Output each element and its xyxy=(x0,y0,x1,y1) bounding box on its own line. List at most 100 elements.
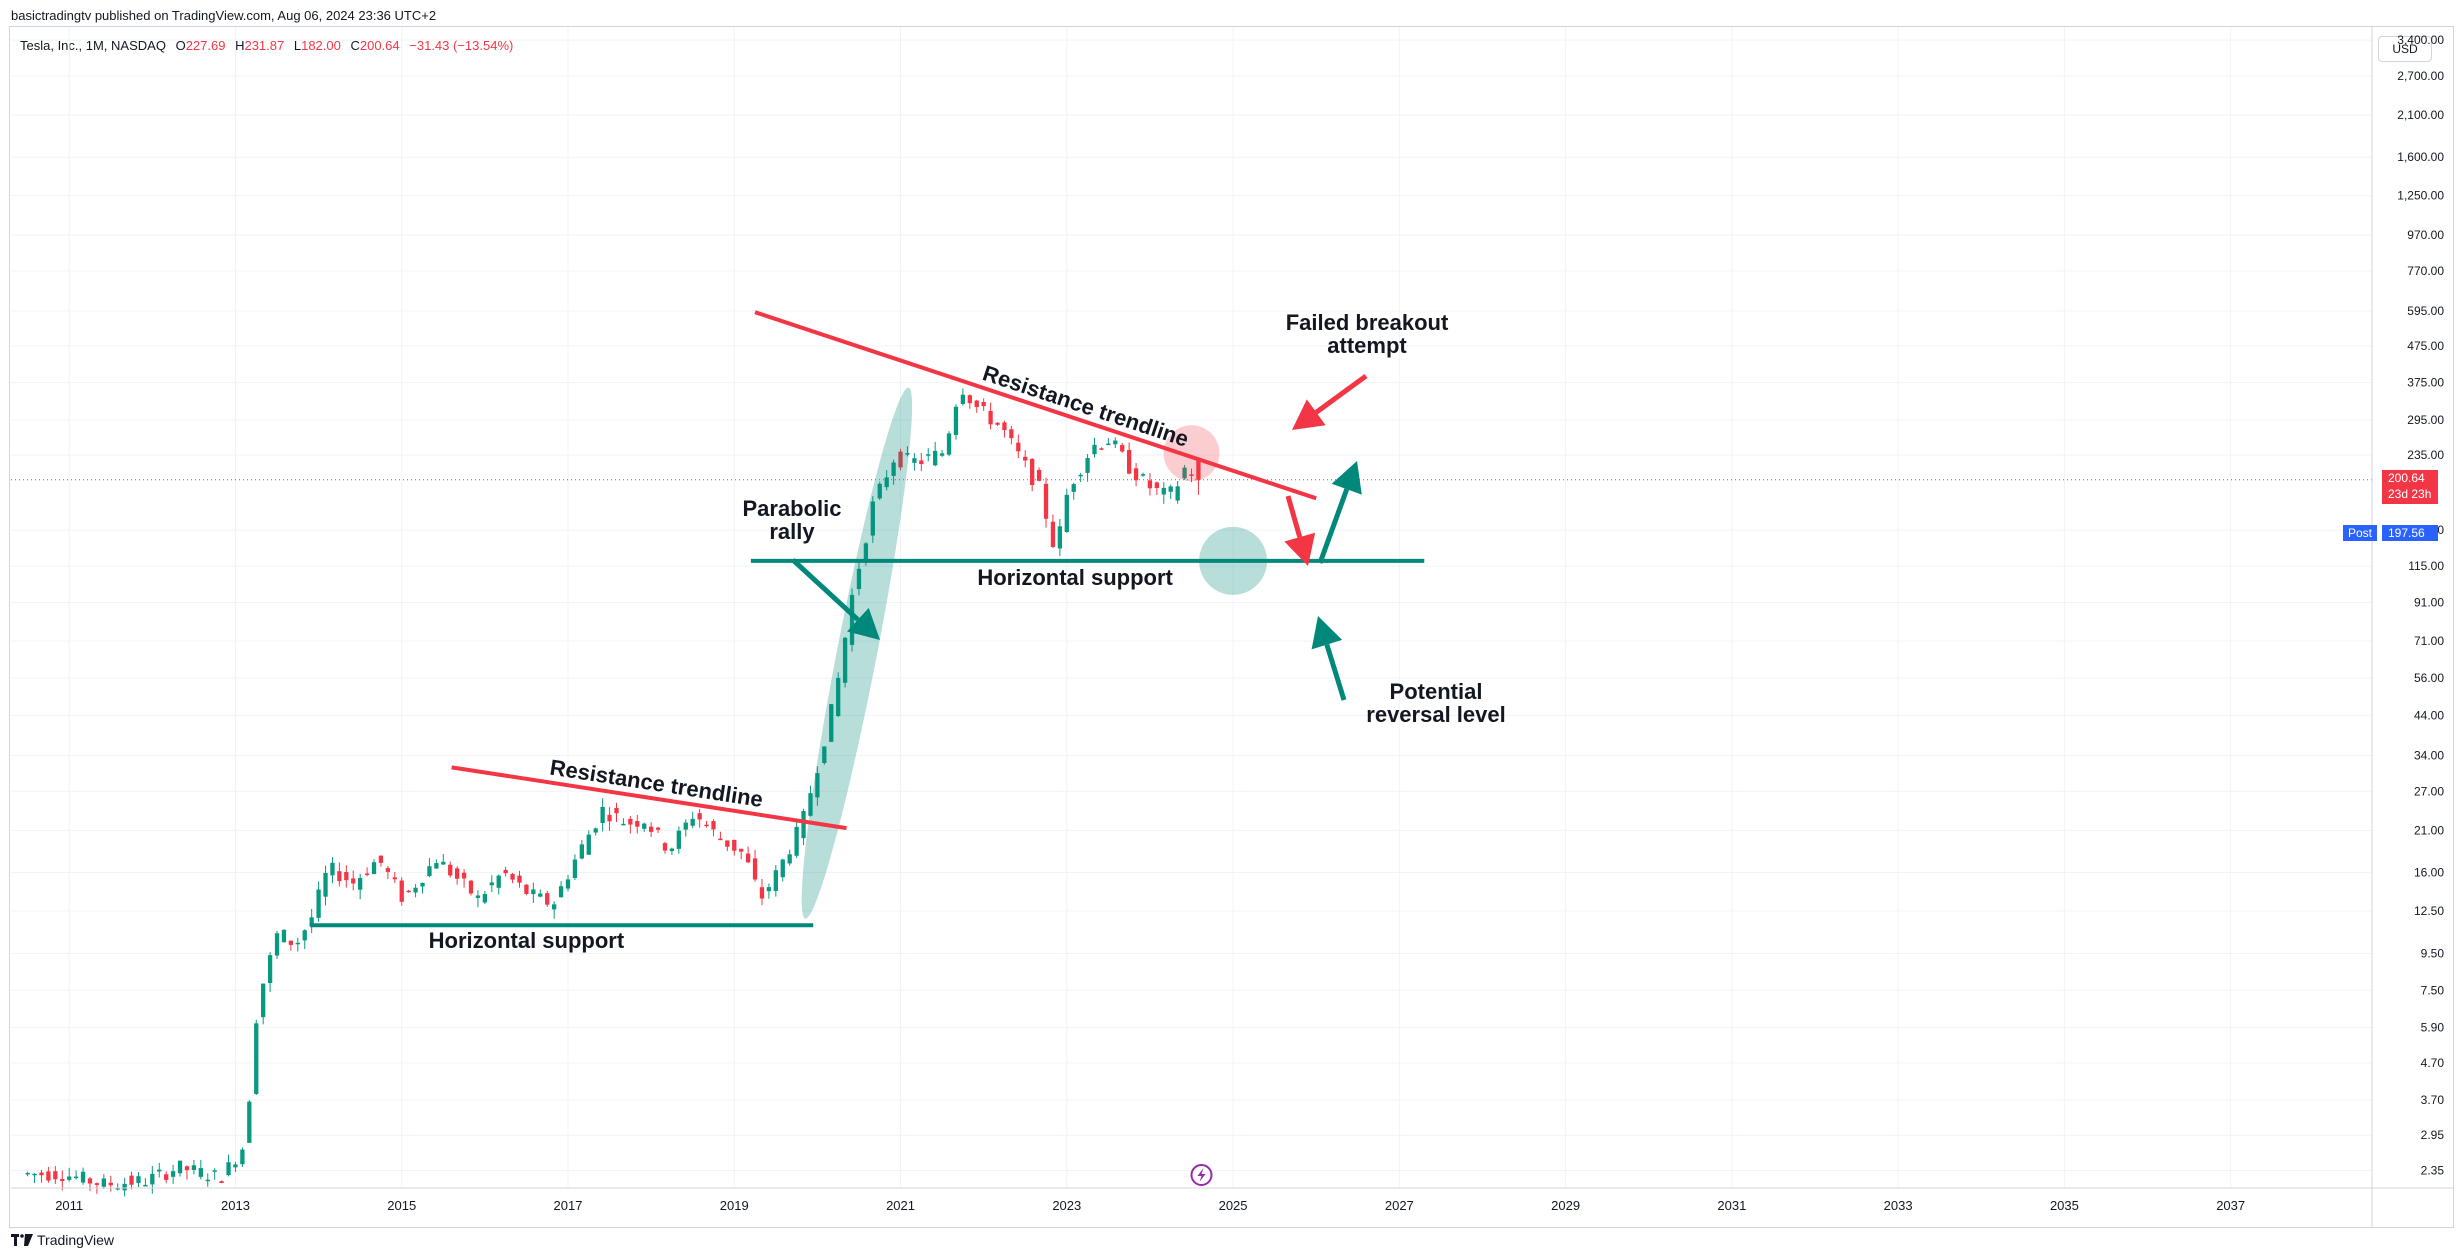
pullback-arrow xyxy=(1284,495,1316,566)
price-tick-label: 2.95 xyxy=(2421,1128,2445,1142)
candle-body xyxy=(953,406,959,436)
candle xyxy=(600,798,605,832)
candle xyxy=(898,448,903,471)
footer-brand[interactable]: TradingView xyxy=(11,1232,114,1248)
bounce-arrow xyxy=(1317,461,1362,564)
candle-body xyxy=(164,1174,169,1180)
candle-body xyxy=(787,854,792,864)
candle-body xyxy=(1154,482,1160,489)
candle-body xyxy=(745,853,751,863)
price-tick-label: 16.00 xyxy=(2414,866,2444,880)
candle-body xyxy=(267,955,273,984)
candle-body xyxy=(496,875,501,888)
candle-body xyxy=(842,637,848,683)
candle xyxy=(538,889,543,898)
last-price-tag: 200.64 23d 23h xyxy=(2382,469,2438,504)
candle-body xyxy=(434,863,439,869)
candle-body xyxy=(240,1149,245,1165)
candle xyxy=(891,459,896,485)
price-tick-label: 71.00 xyxy=(2414,634,2444,648)
candle xyxy=(842,636,848,688)
price-tick-label: 235.00 xyxy=(2407,448,2444,462)
price-tick-label: 9.50 xyxy=(2421,947,2445,961)
time-tick-label: 2025 xyxy=(1219,1198,1248,1213)
candle-body xyxy=(1036,469,1042,481)
time-tick-label: 2029 xyxy=(1551,1198,1580,1213)
candle xyxy=(1196,457,1201,495)
candle xyxy=(919,453,924,472)
candle xyxy=(933,441,938,467)
candle-body xyxy=(1147,480,1153,489)
candle-body xyxy=(1106,443,1111,446)
failed-breakout-arrow xyxy=(1292,373,1368,430)
candle xyxy=(572,854,578,881)
failed-breakout-arrow-shaft xyxy=(1314,373,1368,415)
candle xyxy=(732,839,737,856)
candle-body xyxy=(773,870,778,891)
candle-body xyxy=(46,1171,51,1181)
candle-body xyxy=(655,827,661,830)
candle xyxy=(1120,442,1125,453)
candle xyxy=(1016,434,1021,459)
candle-body xyxy=(877,483,882,499)
candle-body xyxy=(330,862,335,876)
candle xyxy=(912,453,917,471)
candle-body xyxy=(898,451,903,468)
candle-body xyxy=(150,1173,155,1185)
price-tick-label: 375.00 xyxy=(2407,376,2444,390)
candle-body xyxy=(115,1187,120,1190)
failed-breakout-highlight xyxy=(1163,425,1220,482)
candle xyxy=(101,1174,106,1189)
candle-body xyxy=(73,1176,79,1179)
candle xyxy=(233,1161,238,1172)
candle-body xyxy=(198,1168,203,1177)
price-tick-label: 56.00 xyxy=(2414,671,2444,685)
candle xyxy=(1127,442,1132,475)
candle-body xyxy=(600,806,605,824)
candle-body xyxy=(635,821,640,827)
price-tick-label: 34.00 xyxy=(2414,748,2444,762)
candle-body xyxy=(669,848,675,852)
candle xyxy=(648,822,654,837)
price-tick-label: 1,600.00 xyxy=(2397,150,2444,164)
candle xyxy=(503,866,508,877)
candle-body xyxy=(1099,448,1104,450)
candle xyxy=(60,1170,65,1191)
candle-body xyxy=(323,872,328,897)
candle xyxy=(441,854,446,865)
candle xyxy=(184,1165,190,1180)
price-tick-label: 7.50 xyxy=(2421,983,2445,997)
candle xyxy=(219,1180,224,1184)
price-tick-label: 12.50 xyxy=(2414,904,2444,918)
candle xyxy=(157,1162,162,1178)
horizontal-support-1-label: Horizontal support xyxy=(429,928,625,953)
candle-body xyxy=(572,859,578,878)
candle xyxy=(655,826,661,834)
candle xyxy=(1085,454,1090,482)
candle xyxy=(510,872,515,884)
candle-body xyxy=(1092,444,1097,455)
candle-body xyxy=(545,893,550,905)
time-tick-label: 2023 xyxy=(1052,1198,1081,1213)
candle-body xyxy=(281,929,287,943)
candle-body xyxy=(870,501,875,536)
candle xyxy=(524,883,529,896)
candle xyxy=(281,929,287,943)
candle-body xyxy=(891,462,896,476)
axes-layer: 3,400.00 2,700.00 2,100.00 1,600.00 1,250.00… xyxy=(11,27,2453,1228)
candle xyxy=(406,889,411,893)
candle-body xyxy=(690,818,695,826)
candle-body xyxy=(385,868,391,872)
candle xyxy=(856,560,862,596)
candle-body xyxy=(60,1178,65,1182)
candle-body xyxy=(1071,484,1076,492)
candle xyxy=(995,422,1000,426)
candle xyxy=(815,766,820,806)
candle xyxy=(87,1176,93,1191)
price-tick-label: 3.70 xyxy=(2421,1093,2445,1107)
symbol-title[interactable]: Tesla, Inc., 1M, NASDAQ xyxy=(20,38,166,53)
candle xyxy=(794,821,799,859)
currency-button[interactable]: USD xyxy=(2378,36,2432,62)
candle xyxy=(697,808,702,828)
